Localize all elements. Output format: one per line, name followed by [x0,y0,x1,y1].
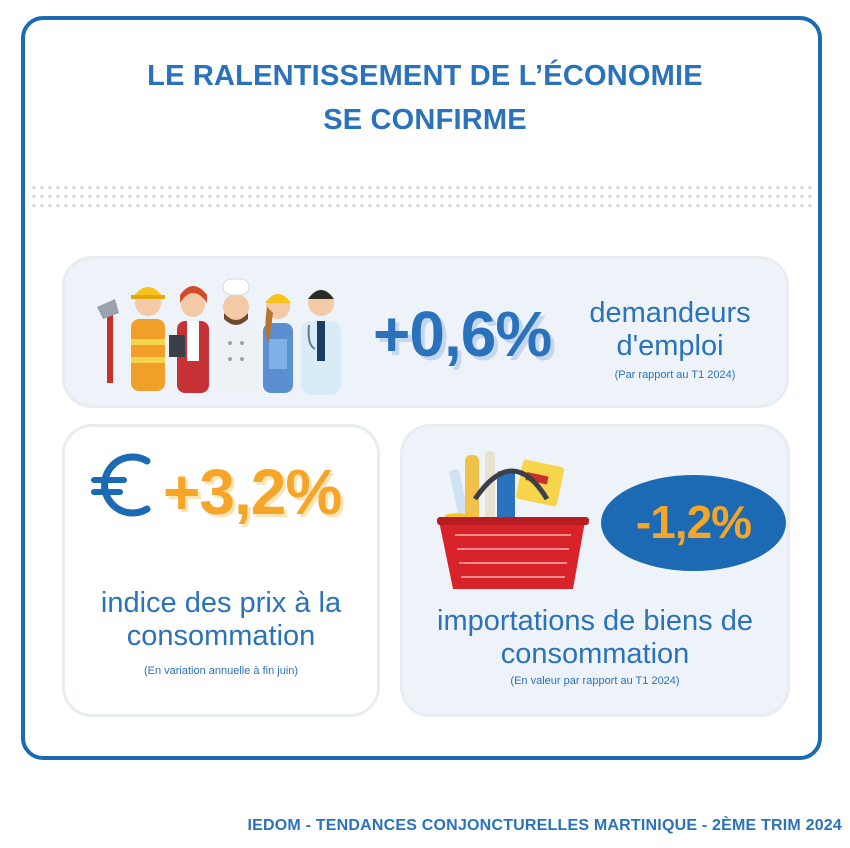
title-line-2: SE CONFIRME [323,104,527,136]
workers-illustration [97,278,341,395]
firefighter-figure [97,287,165,391]
consumer-prices-note: (En variation annuelle à fin juin) [143,665,299,677]
chef-figure [215,278,257,393]
imports-note: (En valeur par rapport au T1 2024) [510,675,680,687]
title-line-1: LE RALENTISSEMENT DE L’ÉCONOMIE [147,60,703,92]
consumer-prices-card: +3,2% indice des prix à la consommation … [62,424,380,717]
construction-worker-figure [263,294,293,393]
job-seekers-value: +0,6% [373,298,552,370]
consumer-prices-value: +3,2% [163,456,342,528]
doctor-figure [301,290,341,395]
dotted-divider [30,183,815,213]
job-seekers-label: demandeurs d'emploi [589,297,751,362]
footer-source: IEDOM - TENDANCES CONJONCTURELLES MARTIN… [247,817,842,834]
imports-card: -1,2% importations de biens de consommat… [400,424,790,717]
consumer-prices-label: indice des prix à la consommation [100,587,342,652]
job-seekers-note: (Par rapport au T1 2024) [614,369,736,381]
office-worker-figure [169,286,209,393]
euro-icon [91,453,151,517]
imports-value: -1,2% [635,496,752,548]
job-seekers-card: +0,6% demandeurs d'emploi (Par rapport a… [62,256,789,408]
imports-value-badge: -1,2% [601,475,786,571]
page-title: LE RALENTISSEMENT DE L’ÉCONOMIE SE CONFI… [0,54,850,142]
shopping-basket-illustration [437,451,589,589]
imports-label: importations de biens de consommation [437,605,753,670]
